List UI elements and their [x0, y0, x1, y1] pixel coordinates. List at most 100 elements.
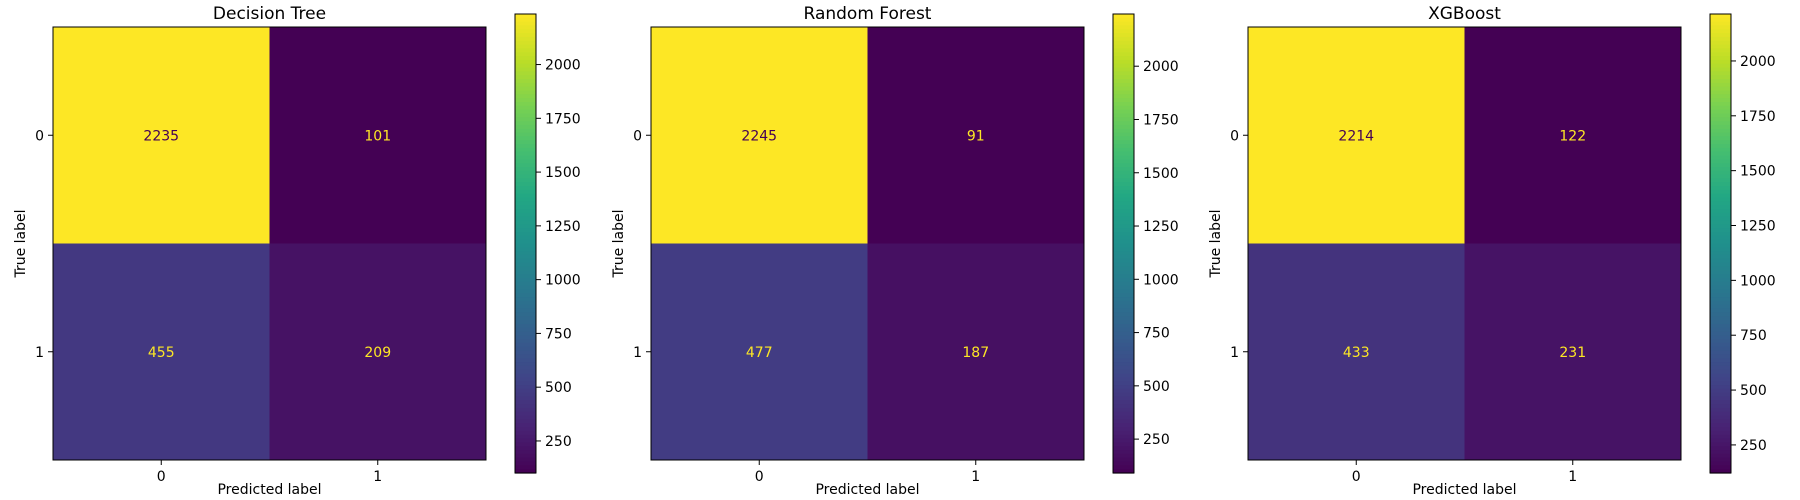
x-axis-label: Predicted label	[815, 482, 919, 498]
colorbar-segment	[1113, 262, 1134, 268]
colorbar-segment	[515, 342, 536, 348]
colorbar-segment	[1113, 407, 1134, 413]
colorbar-segment	[515, 388, 536, 394]
colorbar-segment	[1710, 17, 1731, 23]
colorbar-segment	[1710, 304, 1731, 310]
colorbar-segment	[1113, 346, 1134, 352]
colorbar-segment	[1710, 163, 1731, 168]
colorbar-segment	[1710, 209, 1731, 214]
colorbar-segment	[1710, 427, 1731, 432]
colorbar-frame	[514, 13, 537, 474]
colorbar-segment	[1710, 79, 1731, 84]
colorbar-segment	[1710, 82, 1731, 88]
colorbar-segment	[1113, 258, 1134, 264]
colorbar-segment	[1710, 331, 1731, 336]
colorbar-segment	[515, 136, 536, 141]
colorbar-segment	[515, 469, 536, 474]
colorbar-segment	[1710, 258, 1731, 264]
colorbar-segment	[1710, 266, 1731, 271]
colorbar-tick-label: 750	[1143, 326, 1170, 342]
colorbar-segment	[1710, 109, 1731, 115]
colorbar-segment	[515, 90, 536, 95]
colorbar-segment	[1113, 124, 1134, 130]
colorbar-segment	[1710, 147, 1731, 153]
matrix-cell	[867, 243, 1084, 460]
colorbar-tick-label: 1500	[1143, 166, 1179, 182]
colorbar-segment	[515, 281, 536, 287]
colorbar-tick-label: 250	[545, 434, 572, 450]
colorbar-segment	[515, 400, 536, 405]
colorbar-segment	[515, 350, 536, 356]
colorbar-segment	[1710, 63, 1731, 69]
colorbar-segment	[1710, 277, 1731, 283]
colorbar-segment	[515, 239, 536, 245]
colorbar-segment	[1113, 289, 1134, 294]
colorbar-segment	[515, 442, 536, 447]
colorbar-tick-label: 250	[1143, 432, 1170, 448]
colorbar-segment	[515, 121, 536, 126]
colorbar-segment	[1710, 469, 1731, 474]
colorbar-segment	[1113, 373, 1134, 378]
colorbar-segment	[515, 254, 536, 260]
colorbar-segment	[515, 25, 536, 30]
colorbar-segment	[1710, 228, 1731, 233]
colorbar-segment	[1113, 388, 1134, 394]
colorbar-segment	[1710, 411, 1731, 417]
colorbar-segment	[1710, 453, 1731, 459]
colorbar-segment	[1710, 465, 1731, 470]
colorbar-segment	[1710, 308, 1731, 313]
colorbar-segment	[515, 71, 536, 76]
colorbar-segment	[1113, 266, 1134, 271]
colorbar-segment	[1710, 419, 1731, 424]
colorbar-segment	[1113, 75, 1134, 80]
colorbar-segment	[515, 67, 536, 72]
colorbar-segment	[515, 117, 536, 122]
colorbar-segment	[1113, 243, 1134, 248]
cell-value-label: 2214	[1338, 128, 1374, 144]
colorbar-segment	[515, 404, 536, 409]
colorbar-segment	[515, 415, 536, 421]
x-tick-label: 1	[971, 469, 980, 485]
colorbar-segment	[515, 228, 536, 233]
colorbar-segment	[1113, 232, 1134, 237]
colorbar-segment	[515, 446, 536, 451]
colorbar-segment	[1710, 362, 1731, 367]
colorbar-tick-label: 1000	[1740, 273, 1776, 289]
colorbar-segment	[515, 212, 536, 218]
colorbar-segment	[1113, 358, 1134, 363]
colorbar-segment	[515, 82, 536, 88]
colorbar-segment	[1113, 415, 1134, 421]
colorbar-segment	[1710, 323, 1731, 329]
colorbar-segment	[1710, 128, 1731, 134]
colorbar-segment	[1113, 396, 1134, 401]
colorbar-segment	[1113, 86, 1134, 92]
colorbar-segment	[1113, 189, 1134, 195]
colorbar-segment	[1113, 44, 1134, 50]
colorbar-segment	[1113, 132, 1134, 137]
colorbar-segment	[1113, 427, 1134, 432]
colorbar-segment	[1113, 461, 1134, 466]
cell-value-label: 91	[967, 128, 985, 144]
colorbar-segment	[1710, 159, 1731, 164]
colorbar-segment	[515, 304, 536, 310]
colorbar-segment	[515, 430, 536, 436]
colorbar-segment	[1710, 320, 1731, 325]
colorbar-segment	[515, 262, 536, 268]
colorbar-segment	[1113, 281, 1134, 287]
colorbar-segment	[1113, 228, 1134, 233]
colorbar-segment	[1113, 331, 1134, 336]
colorbar-segment	[515, 300, 536, 306]
cell-value-label: 455	[148, 345, 175, 361]
colorbar-segment	[1710, 358, 1731, 363]
colorbar-segment	[1113, 457, 1134, 463]
matrix-cell	[651, 27, 868, 244]
colorbar-segment	[1710, 430, 1731, 436]
colorbar-segment	[515, 132, 536, 137]
colorbar-segment	[515, 220, 536, 225]
colorbar-segment	[515, 98, 536, 103]
colorbar-segment	[1113, 98, 1134, 103]
colorbar-segment	[1710, 182, 1731, 187]
colorbar-segment	[515, 79, 536, 84]
colorbar-segment	[1710, 442, 1731, 447]
colorbar-segment	[1113, 216, 1134, 222]
